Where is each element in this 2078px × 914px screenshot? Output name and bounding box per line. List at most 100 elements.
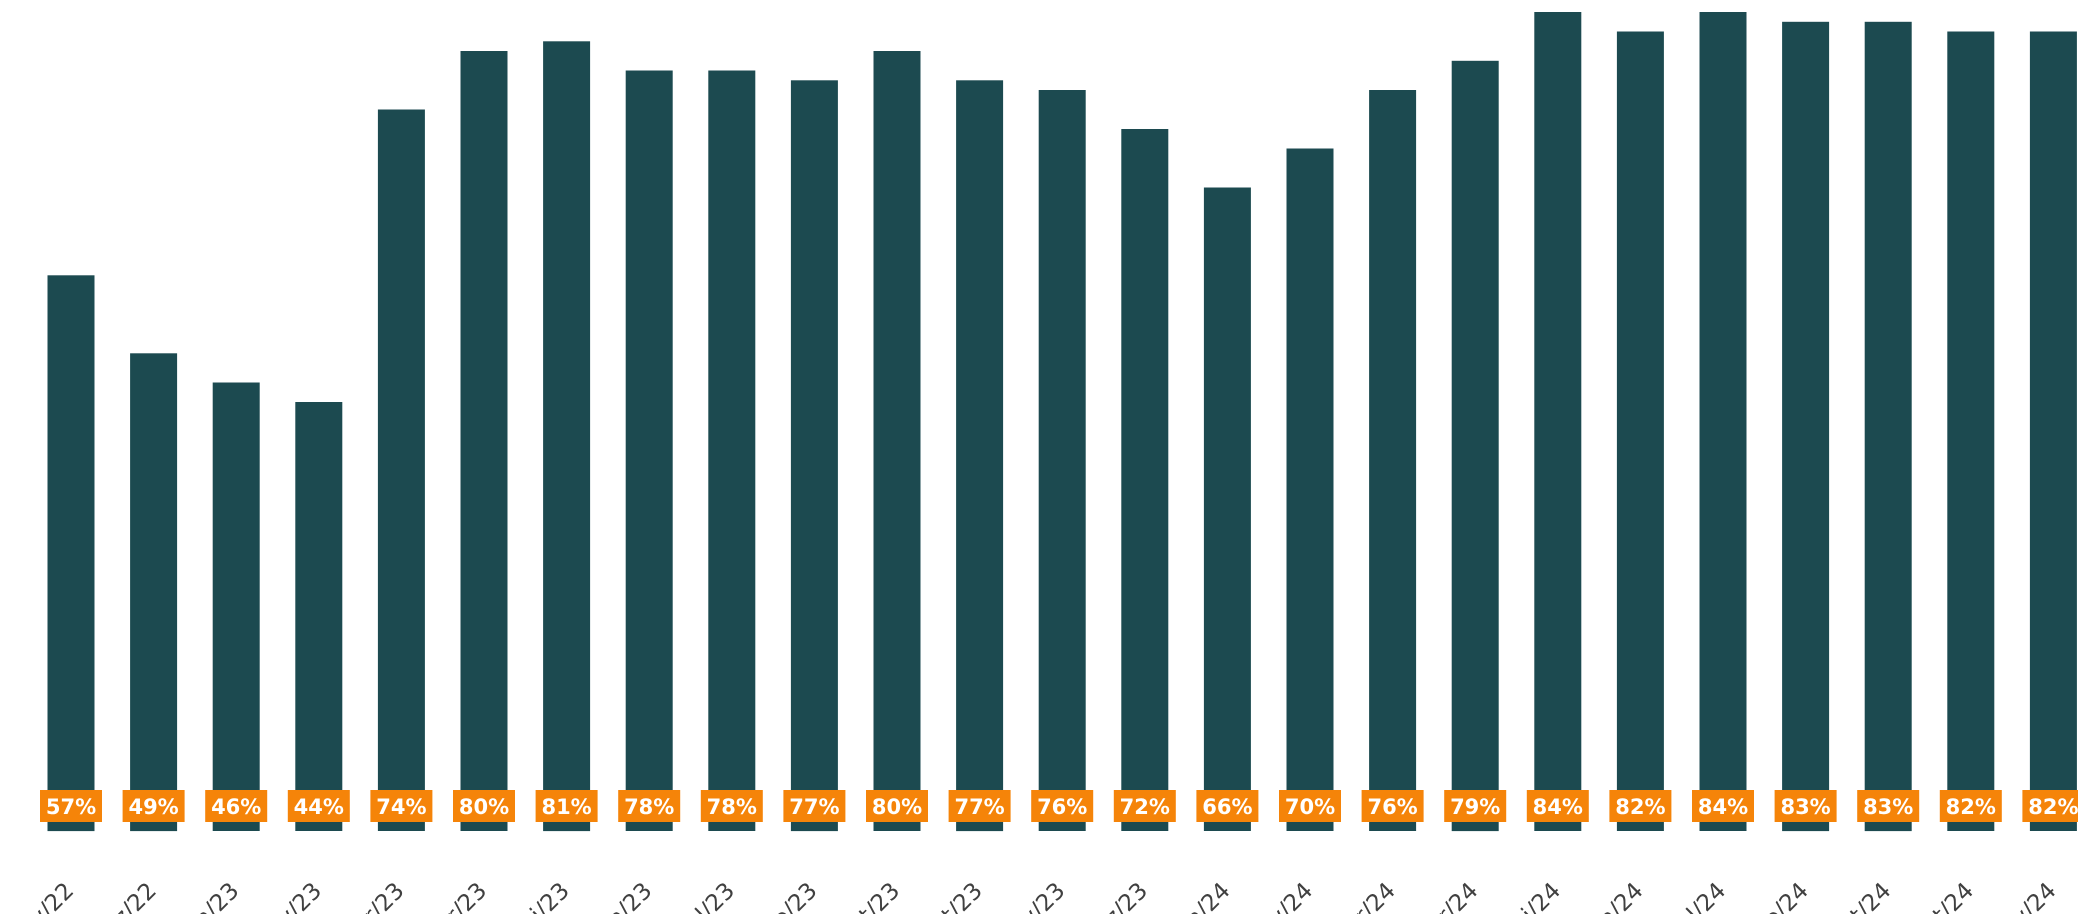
data-label: 82% <box>2028 795 2078 819</box>
data-label: 66% <box>1202 795 1252 819</box>
data-label-box <box>370 790 433 822</box>
x-tick-label: jun/24 <box>1578 878 1648 914</box>
data-label-box <box>866 790 928 822</box>
bar <box>1038 90 1086 831</box>
data-label-box <box>2022 790 2078 822</box>
data-label-box <box>1444 790 1507 822</box>
data-label-box <box>40 790 102 822</box>
x-tick-label: out/23 <box>917 878 988 914</box>
x-tick-label: set/23 <box>836 878 905 914</box>
bar <box>212 382 260 831</box>
bar <box>1203 187 1251 831</box>
x-tick-label: nov/23 <box>996 878 1070 914</box>
data-label: 46% <box>211 795 261 819</box>
bar <box>543 41 591 832</box>
data-label: 76% <box>1037 795 1087 819</box>
data-label: 78% <box>707 795 757 819</box>
data-label-box <box>948 790 1011 822</box>
x-tick-label: jun/23 <box>587 878 657 914</box>
data-label: 84% <box>1698 795 1748 819</box>
data-label-box <box>1113 790 1176 822</box>
x-tick-label: jan/23 <box>174 878 244 914</box>
bar <box>1699 12 1747 831</box>
bar <box>1369 90 1417 831</box>
x-tick-label: mai/23 <box>500 878 575 914</box>
x-tick-label: mar/23 <box>333 878 410 914</box>
bar <box>1616 31 1664 831</box>
bars-group <box>47 12 2077 832</box>
x-tick-label: dez/23 <box>1080 878 1153 914</box>
data-label-box <box>1196 790 1259 822</box>
x-tick-label: abr/24 <box>1412 878 1484 914</box>
data-label-box <box>1609 790 1672 822</box>
data-label-box <box>122 790 185 822</box>
data-label-box <box>205 790 268 822</box>
data-label: 72% <box>1120 795 1170 819</box>
data-label: 82% <box>1615 795 1665 819</box>
data-label-box <box>1526 790 1589 822</box>
bar <box>625 70 673 831</box>
data-label: 49% <box>128 795 178 819</box>
data-label-box <box>1031 790 1094 822</box>
data-label-box <box>453 790 515 822</box>
data-label-box <box>1279 790 1341 822</box>
data-label-box <box>1361 790 1424 822</box>
bar <box>708 70 756 831</box>
data-label: 79% <box>1450 795 1500 819</box>
bar <box>47 275 95 832</box>
x-tick-label: mai/24 <box>1491 878 1566 914</box>
x-tick-label: out/24 <box>1908 878 1979 914</box>
x-tick-label: abr/23 <box>421 878 493 914</box>
bar <box>1782 21 1830 832</box>
x-tick-label: dez/22 <box>88 878 161 914</box>
data-label-box <box>1774 790 1837 822</box>
data-label-box <box>535 790 598 822</box>
bar <box>1947 31 1995 831</box>
bar <box>873 51 921 831</box>
data-label: 84% <box>1533 795 1583 819</box>
x-tick-label: set/24 <box>1827 878 1896 914</box>
bar <box>790 80 838 832</box>
data-label: 57% <box>46 795 96 819</box>
data-label: 78% <box>624 795 674 819</box>
bar <box>130 353 178 832</box>
bar <box>956 80 1004 832</box>
bar <box>2029 31 2077 831</box>
data-label: 74% <box>376 795 426 819</box>
x-tick-label: mar/24 <box>1324 878 1401 914</box>
data-label: 70% <box>1285 795 1335 819</box>
data-label: 44% <box>294 795 344 819</box>
data-label: 82% <box>1946 795 1996 819</box>
x-tick-label: fev/24 <box>1248 878 1318 914</box>
x-tick-label: jan/24 <box>1166 878 1236 914</box>
data-label-box <box>287 790 350 822</box>
x-tick-label: nov/24 <box>1987 878 2061 914</box>
x-tick-label: fev/23 <box>257 878 327 914</box>
x-tick-label: ago/24 <box>1739 878 1814 914</box>
data-label: 83% <box>1863 795 1913 819</box>
data-label-box <box>618 790 681 822</box>
data-label-box <box>1857 790 1920 822</box>
data-label-box <box>783 790 846 822</box>
data-label: 83% <box>1780 795 1830 819</box>
data-label: 76% <box>1367 795 1417 819</box>
bar <box>1286 148 1334 831</box>
data-label-box <box>1692 790 1754 822</box>
data-label-box <box>1939 790 2002 822</box>
x-tick-label: jul/23 <box>675 878 740 914</box>
data-label: 80% <box>459 795 509 819</box>
data-label: 77% <box>954 795 1004 819</box>
bar <box>377 109 425 831</box>
bar <box>460 51 508 831</box>
data-label: 80% <box>872 795 922 819</box>
bar <box>1121 129 1169 831</box>
value-labels-group: 57% 49% 46% 44% 74% 80% 81% 78% 78% 77% 80% 77% 76% 7… <box>40 790 2078 822</box>
bar <box>1864 21 1912 832</box>
data-label: 77% <box>789 795 839 819</box>
bar <box>1451 60 1499 832</box>
x-tick-labels-group: nov/22dez/22jan/23fev/23mar/23abr/23mai/… <box>5 878 2062 914</box>
bar <box>295 402 343 831</box>
data-label: 81% <box>541 795 591 819</box>
bar <box>1534 12 1582 831</box>
